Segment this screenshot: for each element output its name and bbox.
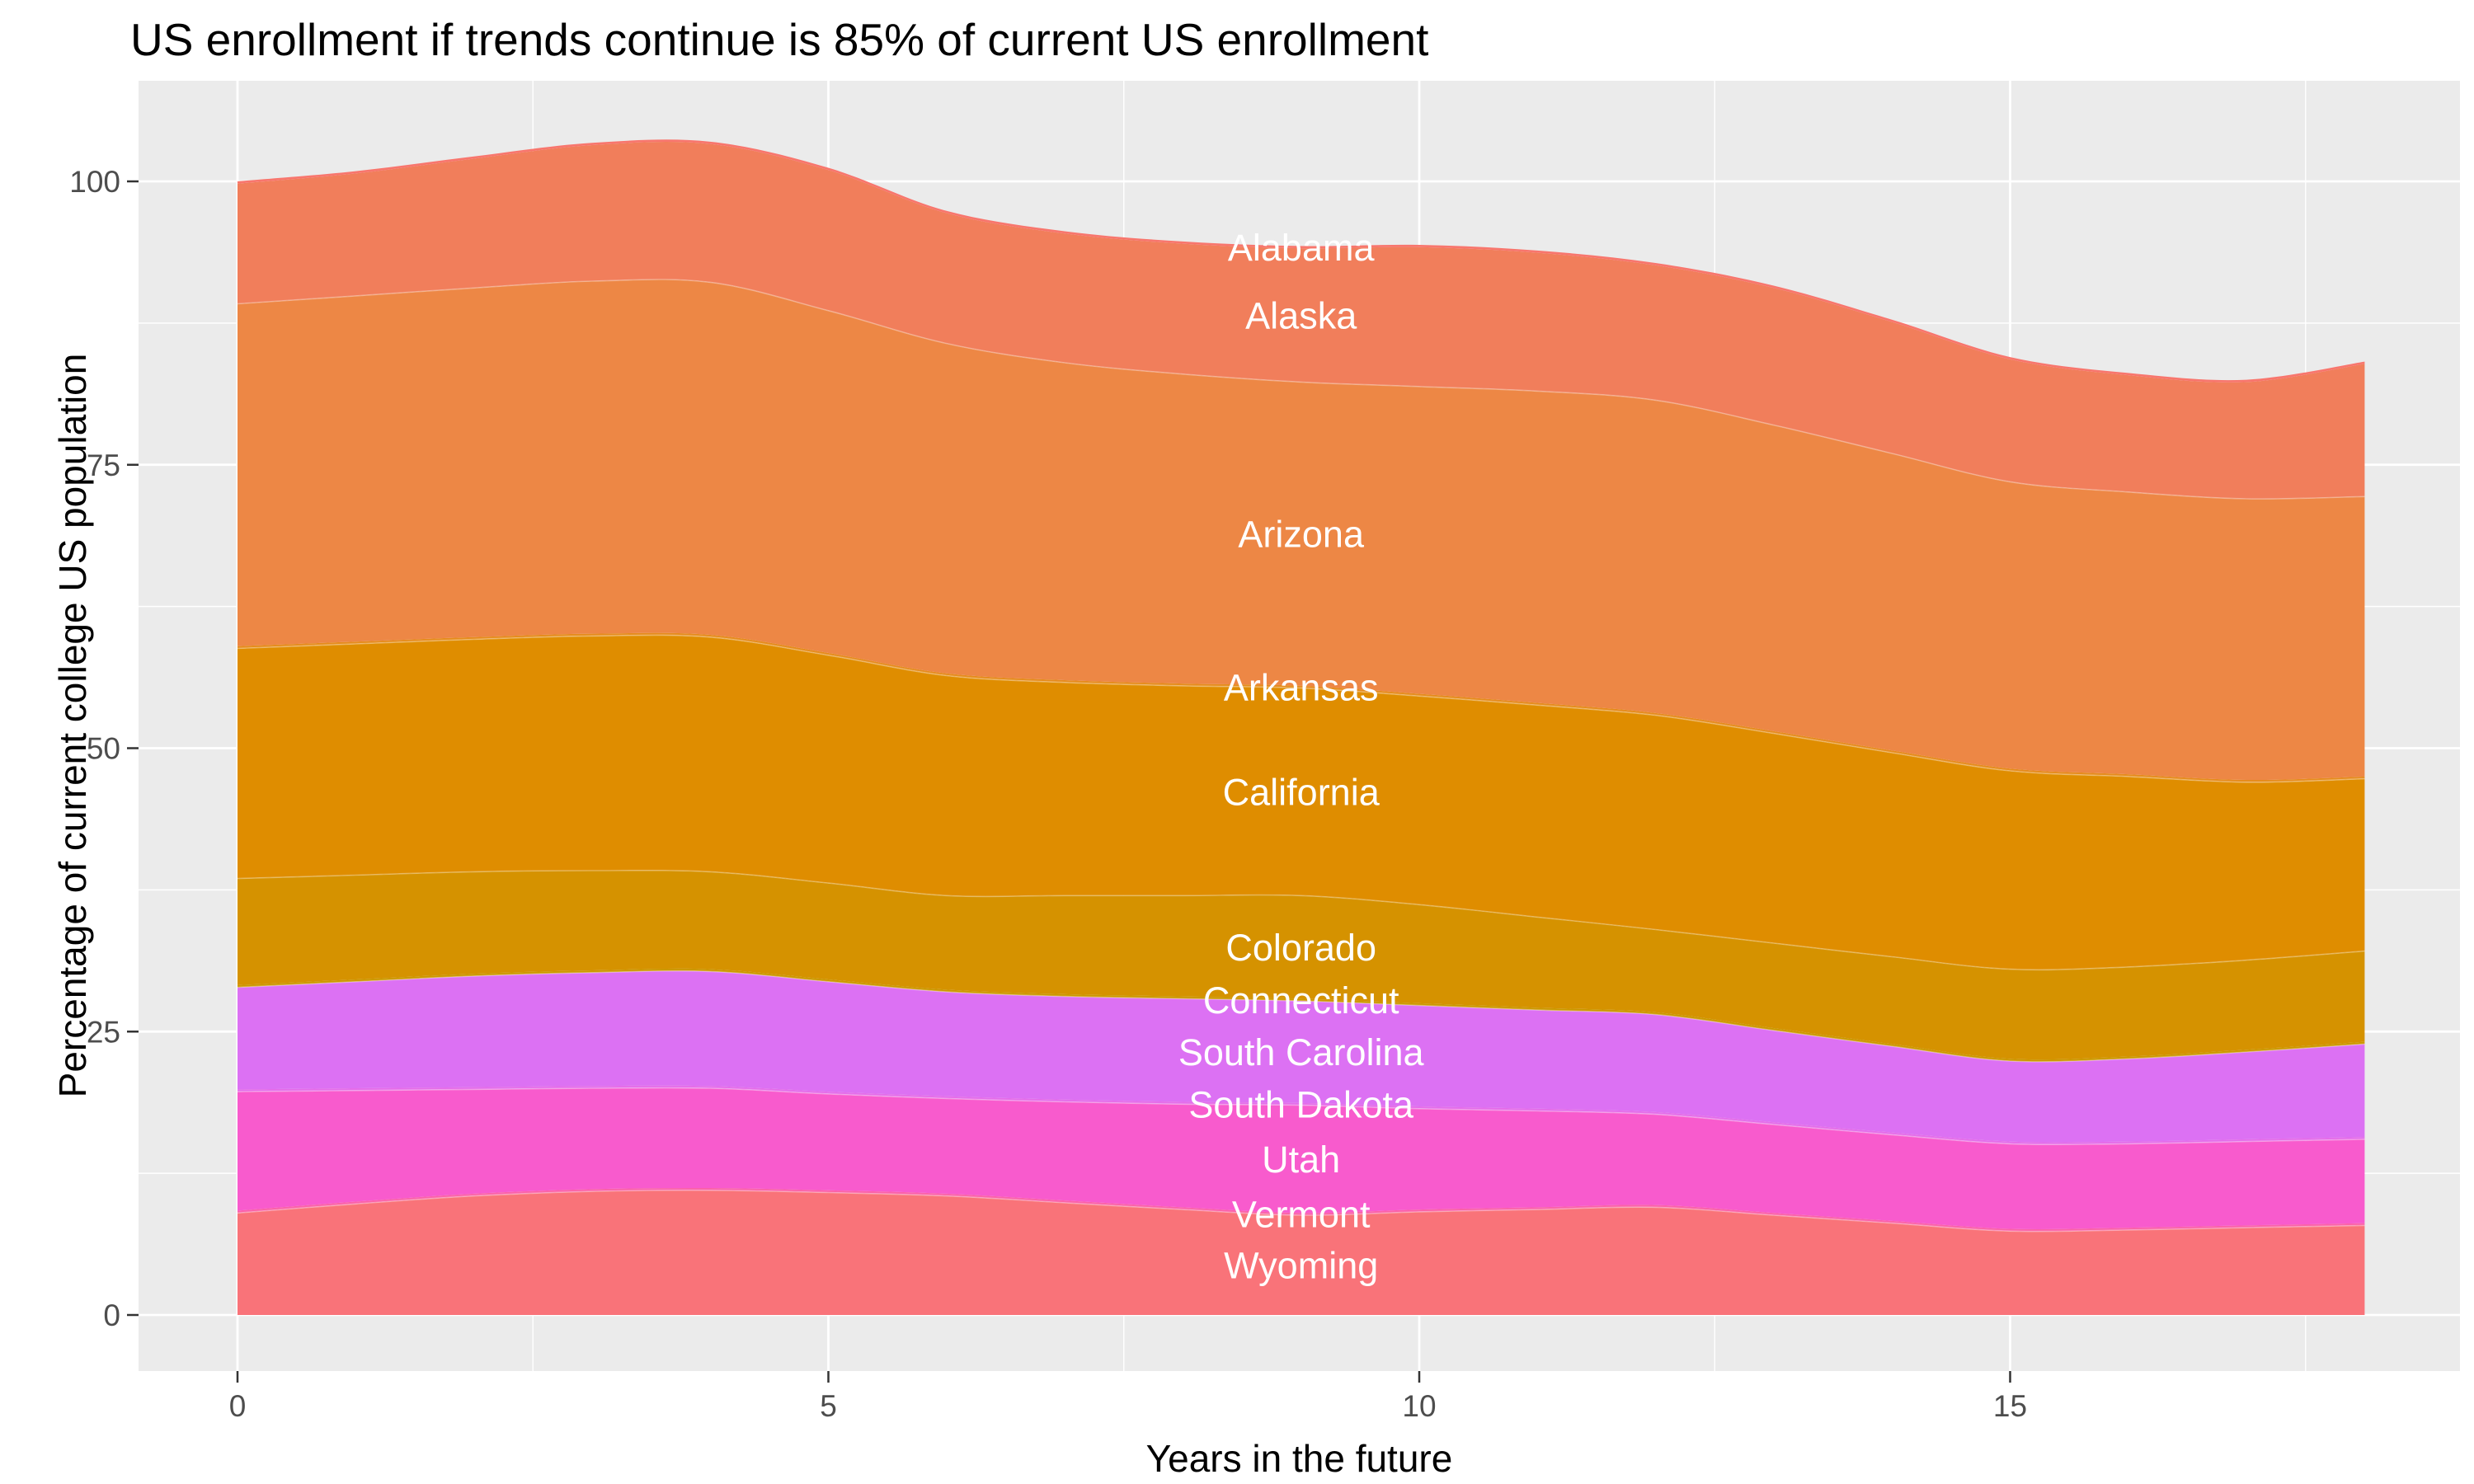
area-south-carolina (238, 970, 2365, 1143)
y-tick-label: 25 (87, 1015, 120, 1049)
band-seam-colorado (237, 869, 2365, 971)
band-seam-wyoming (237, 1189, 2365, 1233)
band-seam-south-carolina (237, 970, 2365, 1063)
band-seam-utah (237, 1087, 2365, 1146)
x-axis-title: Years in the future (1145, 1437, 1453, 1480)
area-label-utah: Utah (1262, 1139, 1340, 1181)
area-arizona (238, 279, 2365, 781)
x-tick-label: 10 (1402, 1389, 1436, 1423)
plot-title: US enrollment if trends continue is 85% … (130, 14, 1429, 65)
area-california (238, 635, 2365, 970)
area-colorado (238, 870, 2365, 1060)
area-label-california: California (1223, 771, 1380, 813)
area-label-alaska: Alaska (1245, 294, 1357, 336)
y-axis-title: Percentage of current college US populat… (51, 353, 94, 1098)
x-tick-label: 0 (229, 1389, 247, 1423)
area-wyoming (238, 1190, 2365, 1315)
area-utah (238, 1087, 2365, 1229)
area-label-south-carolina: South Carolina (1178, 1031, 1425, 1073)
area-label-alabama: Alabama (1228, 227, 1376, 269)
area-label-south-dakota: South Dakota (1188, 1083, 1414, 1125)
area-label-colorado: Colorado (1225, 927, 1376, 969)
area-label-wyoming: Wyoming (1224, 1245, 1378, 1287)
area-label-connecticut: Connecticut (1203, 979, 1399, 1021)
area-alaska (238, 142, 2365, 500)
y-tick-label: 75 (87, 448, 120, 482)
y-tick-label: 100 (69, 165, 120, 199)
band-seam-california (237, 634, 2365, 783)
x-tick-label: 15 (1993, 1389, 2027, 1423)
area-label-arizona: Arizona (1238, 514, 1365, 556)
y-tick-label: 0 (103, 1298, 120, 1332)
band-seam-arizona (237, 279, 2365, 500)
area-label-arkansas: Arkansas (1224, 666, 1379, 708)
area-label-vermont: Vermont (1232, 1194, 1371, 1236)
x-tick-label: 5 (820, 1389, 837, 1423)
y-tick-label: 50 (87, 732, 120, 766)
